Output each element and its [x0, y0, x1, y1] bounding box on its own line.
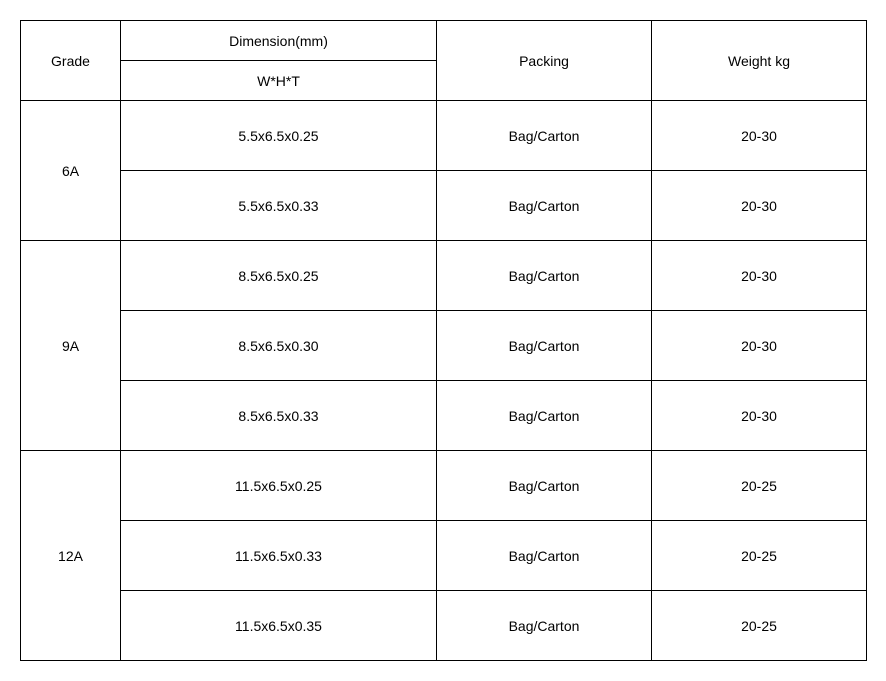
cell-grade: 9A — [21, 241, 121, 451]
header-grade: Grade — [21, 21, 121, 101]
cell-dimension: 5.5x6.5x0.25 — [121, 101, 437, 171]
cell-dimension: 11.5x6.5x0.35 — [121, 591, 437, 661]
table-row: 12A 11.5x6.5x0.25 Bag/Carton 20-25 — [21, 451, 867, 521]
cell-weight: 20-25 — [652, 591, 867, 661]
cell-weight: 20-30 — [652, 101, 867, 171]
table-row: 6A 5.5x6.5x0.25 Bag/Carton 20-30 — [21, 101, 867, 171]
cell-weight: 20-30 — [652, 241, 867, 311]
cell-weight: 20-30 — [652, 171, 867, 241]
cell-dimension: 5.5x6.5x0.33 — [121, 171, 437, 241]
table-row: 11.5x6.5x0.33 Bag/Carton 20-25 — [21, 521, 867, 591]
table-body: Grade Dimension(mm) Packing Weight kg W*… — [21, 21, 867, 661]
cell-grade: 6A — [21, 101, 121, 241]
cell-dimension: 8.5x6.5x0.30 — [121, 311, 437, 381]
table-row: 8.5x6.5x0.30 Bag/Carton 20-30 — [21, 311, 867, 381]
table-row: 9A 8.5x6.5x0.25 Bag/Carton 20-30 — [21, 241, 867, 311]
cell-packing: Bag/Carton — [437, 171, 652, 241]
table-row: 11.5x6.5x0.35 Bag/Carton 20-25 — [21, 591, 867, 661]
table-row: 8.5x6.5x0.33 Bag/Carton 20-30 — [21, 381, 867, 451]
cell-packing: Bag/Carton — [437, 311, 652, 381]
cell-grade: 12A — [21, 451, 121, 661]
cell-packing: Bag/Carton — [437, 591, 652, 661]
cell-dimension: 11.5x6.5x0.25 — [121, 451, 437, 521]
header-packing: Packing — [437, 21, 652, 101]
cell-weight: 20-25 — [652, 521, 867, 591]
header-weight: Weight kg — [652, 21, 867, 101]
cell-packing: Bag/Carton — [437, 101, 652, 171]
cell-dimension: 11.5x6.5x0.33 — [121, 521, 437, 591]
header-dimension-sub: W*H*T — [121, 61, 437, 101]
spec-table: Grade Dimension(mm) Packing Weight kg W*… — [20, 20, 867, 661]
cell-packing: Bag/Carton — [437, 241, 652, 311]
header-row-1: Grade Dimension(mm) Packing Weight kg — [21, 21, 867, 61]
cell-packing: Bag/Carton — [437, 521, 652, 591]
cell-dimension: 8.5x6.5x0.33 — [121, 381, 437, 451]
cell-packing: Bag/Carton — [437, 451, 652, 521]
cell-weight: 20-25 — [652, 451, 867, 521]
cell-weight: 20-30 — [652, 381, 867, 451]
header-dimension: Dimension(mm) — [121, 21, 437, 61]
table-row: 5.5x6.5x0.33 Bag/Carton 20-30 — [21, 171, 867, 241]
cell-dimension: 8.5x6.5x0.25 — [121, 241, 437, 311]
cell-weight: 20-30 — [652, 311, 867, 381]
cell-packing: Bag/Carton — [437, 381, 652, 451]
